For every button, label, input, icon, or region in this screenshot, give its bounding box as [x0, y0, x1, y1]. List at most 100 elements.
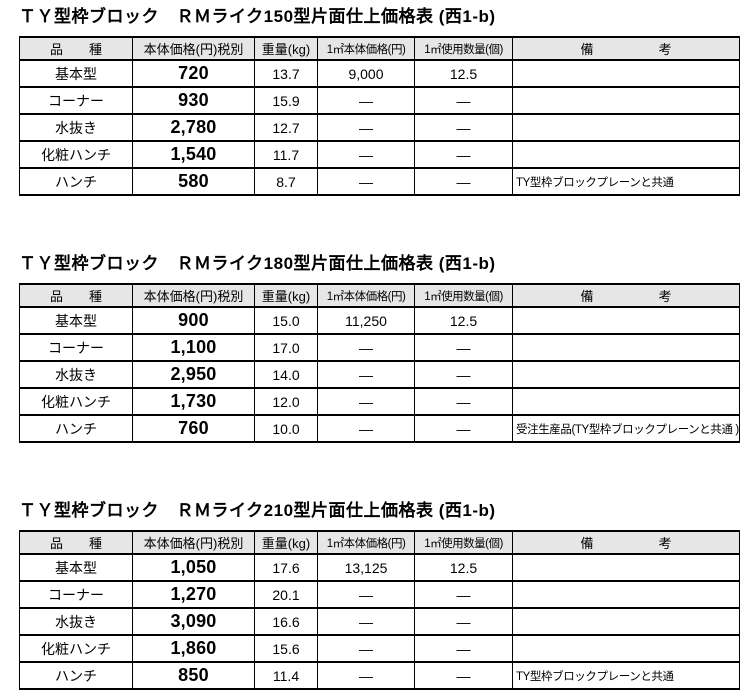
cell-price: 1,270	[132, 580, 255, 609]
cell-unit-price: —	[317, 414, 415, 443]
cell-price: 850	[132, 661, 255, 690]
cell-price: 900	[132, 306, 255, 335]
cell-unit-qty: 12.5	[414, 306, 513, 335]
cell-price: 760	[132, 414, 255, 443]
cell-price: 2,780	[132, 113, 255, 142]
cell-unit-price: 9,000	[317, 59, 415, 88]
cell-weight: 12.0	[254, 387, 318, 416]
cell-unit-qty: —	[414, 634, 513, 663]
cell-unit-qty: —	[414, 661, 513, 690]
cell-note	[512, 387, 740, 416]
cell-unit-price: —	[317, 607, 415, 636]
column-header-note: 備 考	[512, 36, 740, 61]
cell-price: 1,100	[132, 333, 255, 362]
header-row: 品 種 本体価格(円)税別 重量(kg) 1㎡本体価格(円) 1㎡使用数量(個)…	[19, 36, 740, 61]
cell-weight: 13.7	[254, 59, 318, 88]
cell-note	[512, 140, 740, 169]
cell-unit-price: —	[317, 580, 415, 609]
column-header-weight: 重量(kg)	[254, 36, 318, 61]
cell-weight: 10.0	[254, 414, 318, 443]
cell-price: 3,090	[132, 607, 255, 636]
cell-item: 基本型	[19, 59, 133, 88]
table-row: 基本型 1,050 17.6 13,125 12.5	[19, 553, 740, 582]
cell-note: TY型枠ブロックプレーンと共通	[512, 167, 740, 196]
column-header-item: 品 種	[19, 36, 133, 61]
cell-price: 1,050	[132, 553, 255, 582]
cell-unit-price: 11,250	[317, 306, 415, 335]
cell-note	[512, 360, 740, 389]
cell-unit-qty: —	[414, 387, 513, 416]
cell-unit-qty: —	[414, 140, 513, 169]
cell-note: 受注生産品(TY型枠ブロックプレーンと共通 )	[512, 414, 740, 443]
cell-unit-qty: —	[414, 414, 513, 443]
price-table-section-150: ＴＹ型枠ブロック ＲＭライク150型片面仕上価格表 (西1-b) 品 種 本体価…	[19, 6, 740, 196]
column-header-price: 本体価格(円)税別	[132, 530, 255, 555]
header-row: 品 種 本体価格(円)税別 重量(kg) 1㎡本体価格(円) 1㎡使用数量(個)…	[19, 283, 740, 308]
cell-price: 1,730	[132, 387, 255, 416]
cell-item: 水抜き	[19, 607, 133, 636]
cell-price: 580	[132, 167, 255, 196]
cell-unit-price: 13,125	[317, 553, 415, 582]
cell-unit-qty: —	[414, 113, 513, 142]
table-row: 化粧ハンチ 1,540 11.7 — —	[19, 140, 740, 169]
column-header-note: 備 考	[512, 530, 740, 555]
cell-unit-qty: 12.5	[414, 59, 513, 88]
cell-item: コーナー	[19, 580, 133, 609]
cell-note	[512, 86, 740, 115]
cell-unit-qty: —	[414, 86, 513, 115]
cell-item: 化粧ハンチ	[19, 140, 133, 169]
table-row: 化粧ハンチ 1,860 15.6 — —	[19, 634, 740, 663]
cell-item: ハンチ	[19, 167, 133, 196]
table-title: ＴＹ型枠ブロック ＲＭライク210型片面仕上価格表 (西1-b)	[19, 501, 496, 520]
cell-unit-qty: —	[414, 580, 513, 609]
cell-note	[512, 580, 740, 609]
cell-price: 1,540	[132, 140, 255, 169]
cell-note	[512, 306, 740, 335]
column-header-item: 品 種	[19, 283, 133, 308]
cell-unit-qty: —	[414, 607, 513, 636]
price-table: 品 種 本体価格(円)税別 重量(kg) 1㎡本体価格(円) 1㎡使用数量(個)…	[19, 283, 740, 443]
cell-item: 基本型	[19, 306, 133, 335]
cell-unit-price: —	[317, 167, 415, 196]
cell-unit-price: —	[317, 333, 415, 362]
cell-price: 930	[132, 86, 255, 115]
cell-weight: 17.6	[254, 553, 318, 582]
table-row: 水抜き 2,780 12.7 — —	[19, 113, 740, 142]
cell-note	[512, 59, 740, 88]
table-row: 水抜き 3,090 16.6 — —	[19, 607, 740, 636]
table-row: コーナー 1,270 20.1 — —	[19, 580, 740, 609]
price-table-section-180: ＴＹ型枠ブロック ＲＭライク180型片面仕上価格表 (西1-b) 品 種 本体価…	[19, 253, 740, 443]
column-header-unit-qty: 1㎡使用数量(個)	[414, 283, 513, 308]
cell-note	[512, 113, 740, 142]
cell-item: 化粧ハンチ	[19, 634, 133, 663]
price-table: 品 種 本体価格(円)税別 重量(kg) 1㎡本体価格(円) 1㎡使用数量(個)…	[19, 530, 740, 690]
cell-weight: 15.9	[254, 86, 318, 115]
cell-unit-price: —	[317, 86, 415, 115]
column-header-unit-qty: 1㎡使用数量(個)	[414, 36, 513, 61]
table-row: ハンチ 850 11.4 — — TY型枠ブロックプレーンと共通	[19, 661, 740, 690]
column-header-note: 備 考	[512, 283, 740, 308]
cell-unit-qty: —	[414, 360, 513, 389]
table-row: 化粧ハンチ 1,730 12.0 — —	[19, 387, 740, 416]
cell-weight: 16.6	[254, 607, 318, 636]
cell-item: コーナー	[19, 333, 133, 362]
cell-weight: 15.6	[254, 634, 318, 663]
table-row: コーナー 930 15.9 — —	[19, 86, 740, 115]
cell-unit-price: —	[317, 634, 415, 663]
column-header-unit-qty: 1㎡使用数量(個)	[414, 530, 513, 555]
cell-unit-price: —	[317, 661, 415, 690]
cell-note	[512, 607, 740, 636]
column-header-item: 品 種	[19, 530, 133, 555]
cell-weight: 12.7	[254, 113, 318, 142]
price-table-section-210: ＴＹ型枠ブロック ＲＭライク210型片面仕上価格表 (西1-b) 品 種 本体価…	[19, 500, 740, 690]
column-header-weight: 重量(kg)	[254, 530, 318, 555]
cell-weight: 8.7	[254, 167, 318, 196]
cell-item: ハンチ	[19, 414, 133, 443]
table-title: ＴＹ型枠ブロック ＲＭライク180型片面仕上価格表 (西1-b)	[19, 254, 496, 273]
cell-unit-qty: —	[414, 167, 513, 196]
cell-item: 化粧ハンチ	[19, 387, 133, 416]
cell-weight: 11.4	[254, 661, 318, 690]
cell-unit-price: —	[317, 140, 415, 169]
cell-price: 1,860	[132, 634, 255, 663]
